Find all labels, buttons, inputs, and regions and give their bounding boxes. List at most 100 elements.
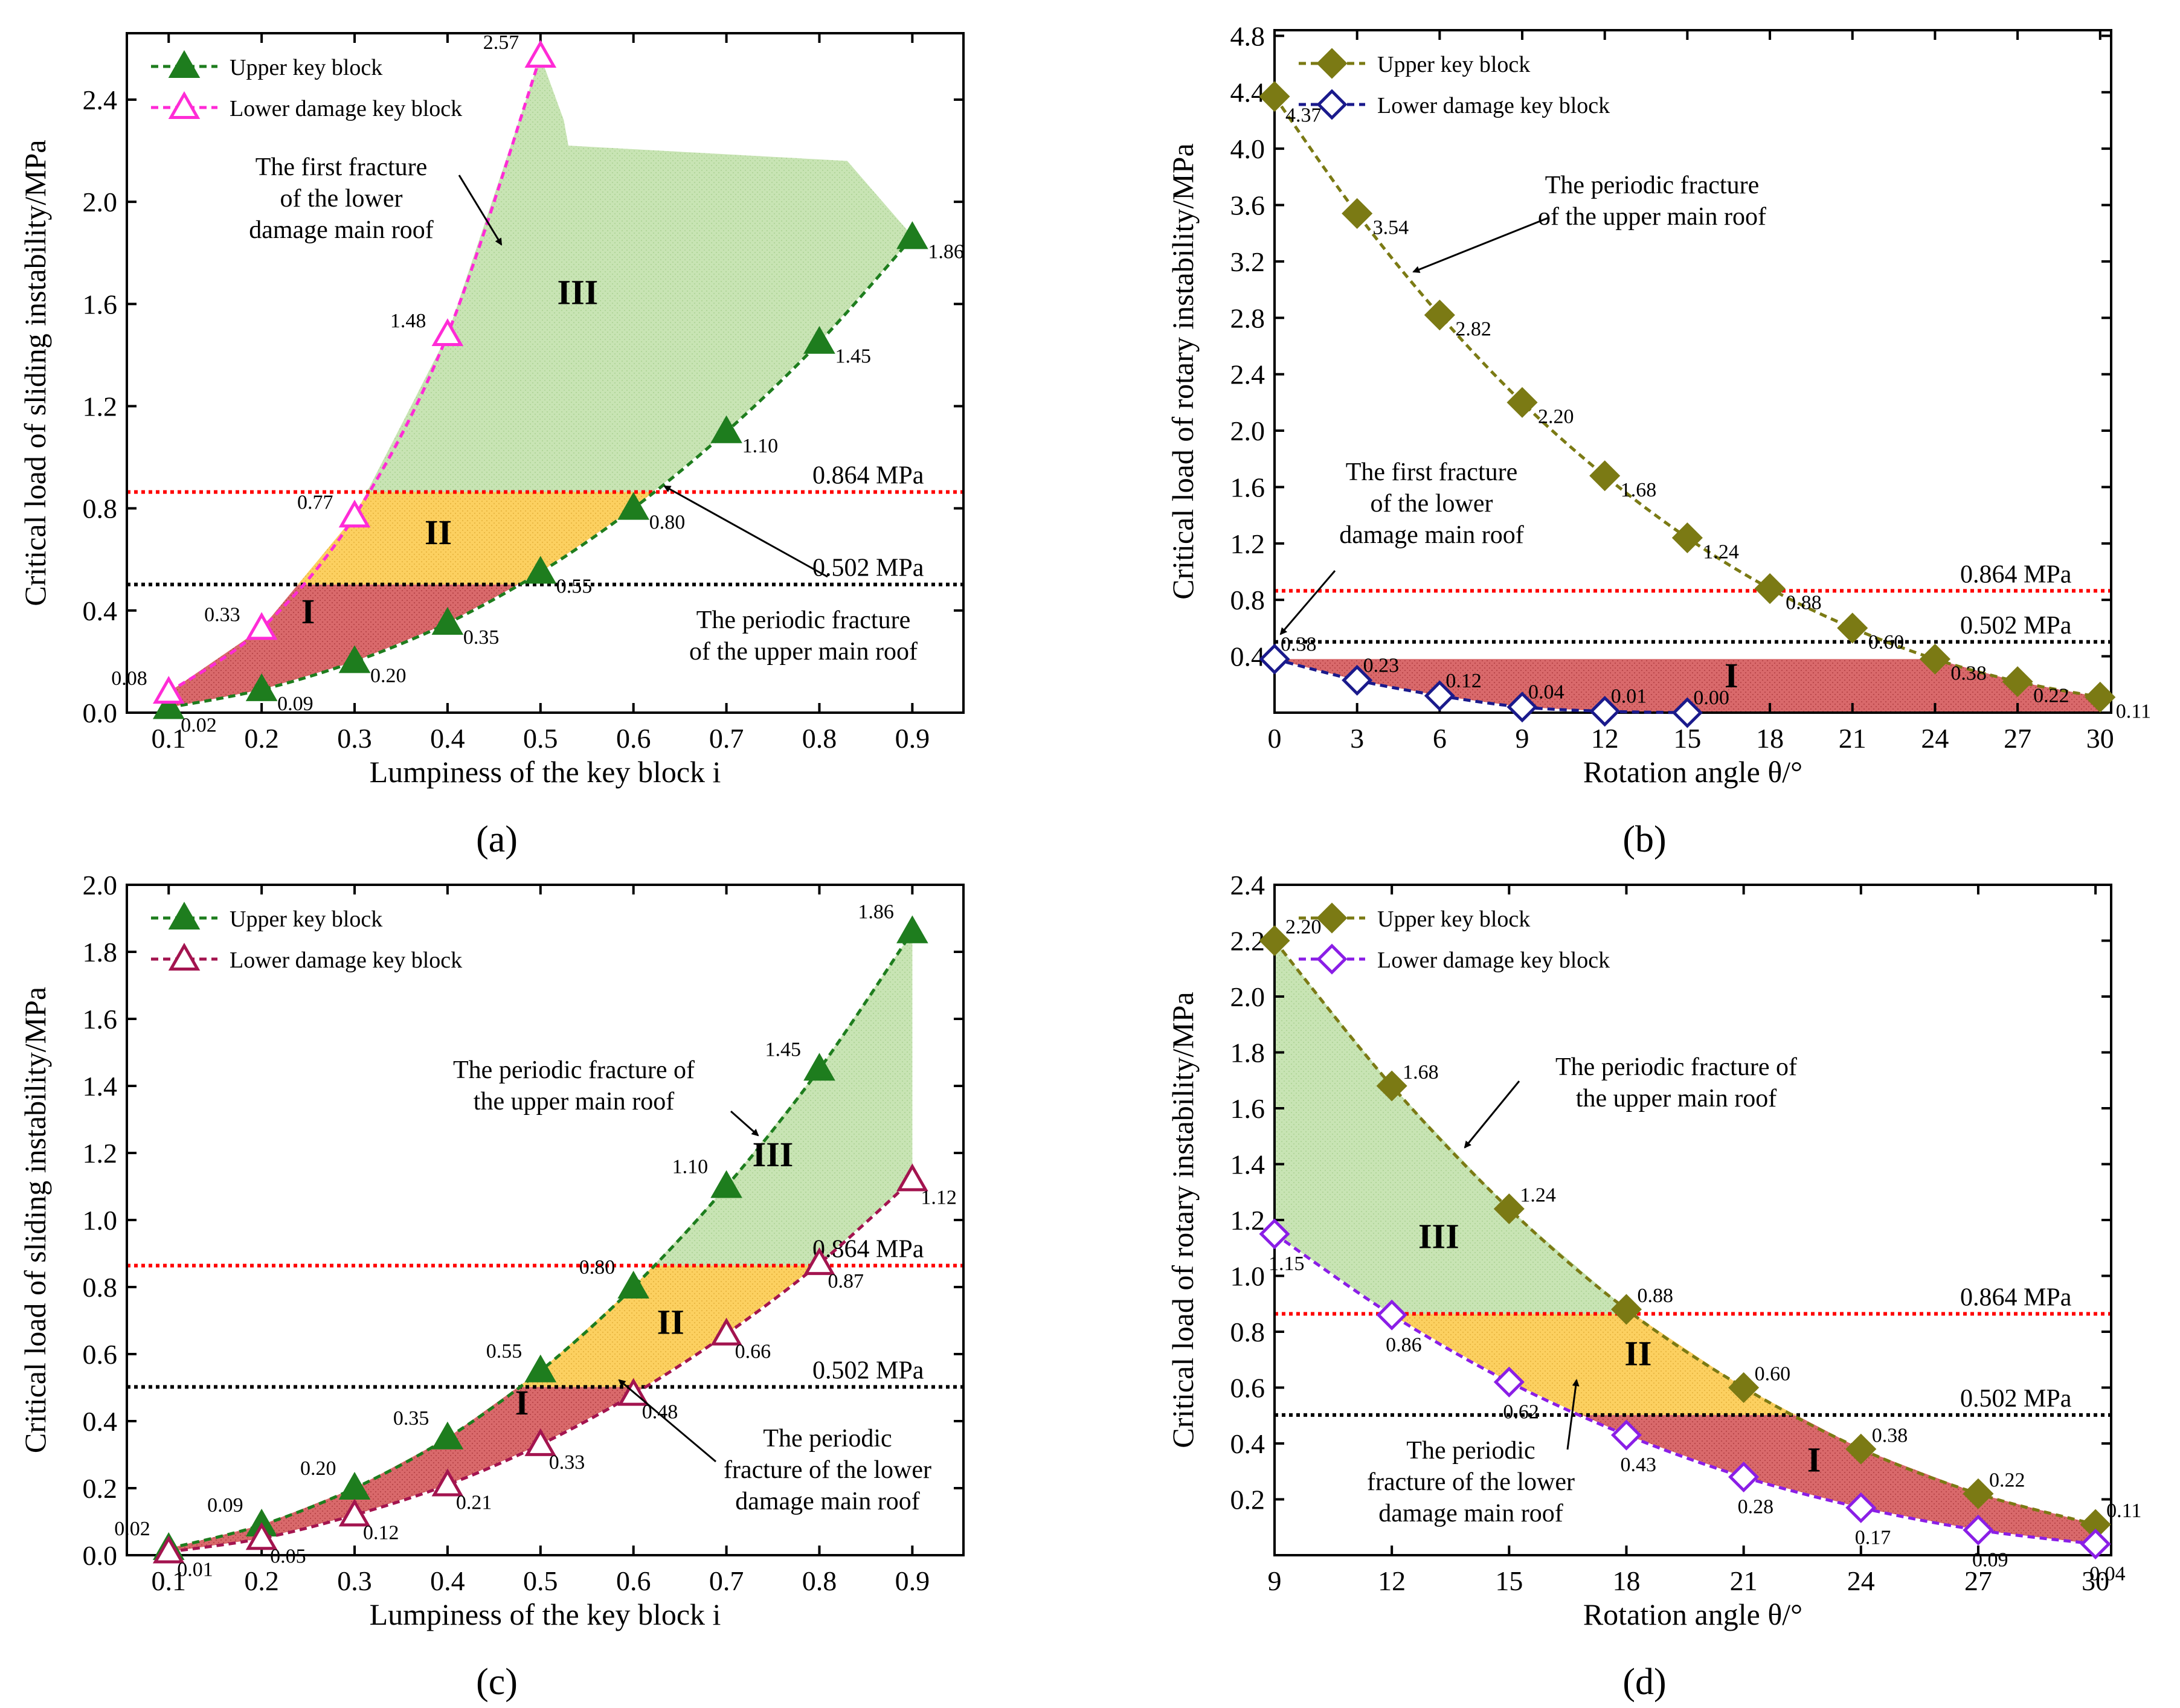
legend-label: Lower damage key block — [1377, 948, 1610, 973]
x-tick-label: 0.2 — [244, 1565, 279, 1596]
y-tick-label: 1.2 — [1230, 528, 1265, 559]
data-value-label: 1.24 — [1520, 1184, 1556, 1207]
x-tick-label: 0.7 — [709, 1565, 744, 1596]
lower-damage-key-block-point — [1963, 1514, 1994, 1546]
y-tick-label: 0.8 — [1230, 585, 1265, 615]
y-tick-label: 0.2 — [83, 1473, 118, 1504]
upper-key-block-point — [2002, 666, 2033, 698]
upper-key-block-line — [168, 931, 914, 1550]
upper-key-block-point — [245, 673, 278, 701]
y-tick-label: 1.0 — [1230, 1261, 1265, 1292]
y-tick-label: 1.6 — [1230, 1093, 1265, 1124]
x-tick-label: 3 — [1350, 723, 1364, 754]
x-tick-label: 0.2 — [244, 723, 279, 754]
data-value-label: 0.88 — [1786, 592, 1822, 614]
upper-key-block-point — [431, 1421, 464, 1450]
annotation-arrow — [663, 485, 828, 578]
region-label-I: I — [515, 1383, 529, 1422]
y-tick-label: 0.4 — [83, 596, 118, 626]
upper-key-block-point — [1424, 300, 1455, 331]
y-tick-label: 1.6 — [83, 1004, 118, 1035]
annotation-text: The first fracture — [256, 153, 428, 181]
data-value-label: 0.05 — [270, 1545, 306, 1567]
lower-damage-key-block-point — [2080, 1528, 2111, 1560]
data-value-label: 0.21 — [456, 1491, 492, 1514]
data-value-label: 0.66 — [735, 1341, 771, 1363]
chart-panel-a: 0.864 MPa 0.502 MPa 0.1 0.2 0.3 0.4 0.5 0.6 0.7 0… — [18, 31, 965, 860]
legend-label: Upper key block — [230, 907, 382, 932]
data-value-label: 1.10 — [742, 435, 779, 457]
y-tick-label: 2.0 — [1230, 416, 1265, 446]
panel-label: (d) — [1622, 1661, 1666, 1703]
legend-marker — [1316, 902, 1348, 934]
region-label-III: III — [1418, 1216, 1459, 1256]
legend-label: Lower damage key block — [230, 96, 462, 121]
data-value-label: 0.80 — [579, 1256, 616, 1279]
annotation-text: The periodic — [763, 1425, 892, 1453]
annotation-text: The periodic — [1406, 1437, 1535, 1465]
upper-key-block-point — [710, 415, 742, 443]
region-label-I: I — [301, 592, 315, 631]
annotation-text: of the upper main roof — [1538, 203, 1766, 231]
y-tick-label: 4.8 — [1230, 21, 1265, 51]
x-tick-label: 15 — [1495, 1565, 1523, 1596]
lower-damage-key-block-point — [710, 1317, 742, 1346]
lower-damage-key-block-point — [1728, 1461, 1760, 1493]
annotation-text: damage main roof — [249, 216, 434, 244]
region-label-I: I — [1725, 656, 1738, 695]
data-value-label: 0.04 — [2089, 1563, 2126, 1585]
y-tick-label: 3.6 — [1230, 190, 1265, 221]
data-value-label: 0.09 — [277, 693, 313, 715]
data-value-label: 0.02 — [114, 1518, 150, 1540]
x-tick-label: 0.6 — [616, 1565, 651, 1596]
x-tick-label: 9 — [1268, 1565, 1282, 1596]
y-tick-label: 0.4 — [1230, 641, 1265, 672]
data-value-label: 1.10 — [672, 1156, 709, 1178]
annotation-text: damage main roof — [735, 1488, 920, 1515]
y-tick-label: 2.4 — [1230, 870, 1265, 901]
lower-damage-key-block-point — [245, 612, 278, 640]
x-tick-label: 18 — [1756, 723, 1784, 754]
data-value-label: 0.87 — [828, 1270, 864, 1292]
legend-marker — [168, 942, 201, 971]
lower-damage-key-block-point — [1259, 1218, 1290, 1250]
lower-damage-key-block-point — [245, 1522, 278, 1550]
y-tick-label: 2.2 — [1230, 926, 1265, 957]
threshold-label: 0.864 MPa — [812, 462, 924, 490]
upper-key-block-point — [1728, 1372, 1760, 1404]
upper-key-block-point — [2085, 681, 2116, 713]
x-tick-label: 24 — [1921, 723, 1949, 754]
legend-marker — [168, 901, 201, 929]
annotation-text: damage main roof — [1339, 521, 1524, 549]
region-I-fill — [1275, 1414, 2096, 1544]
lower-damage-key-block-point — [1376, 1299, 1407, 1331]
lower-damage-key-block-point — [1493, 1366, 1525, 1398]
legend-label: Lower damage key block — [230, 948, 462, 973]
data-value-label: 0.12 — [1445, 670, 1482, 692]
legend-label: Upper key block — [1377, 907, 1530, 932]
annotation-text: The first fracture — [1346, 458, 1518, 486]
data-value-label: 1.68 — [1621, 479, 1657, 501]
annotation-text: The periodic fracture of — [1555, 1053, 1797, 1081]
y-tick-label: 2.4 — [83, 85, 118, 115]
lower-damage-key-block-point — [152, 1535, 185, 1564]
y-tick-label: 4.4 — [1230, 77, 1265, 108]
annotation-text: the upper main roof — [474, 1088, 674, 1116]
upper-key-block-point — [803, 326, 835, 354]
data-value-label: 0.33 — [549, 1451, 585, 1474]
data-value-label: 0.43 — [1620, 1454, 1656, 1476]
x-tick-label: 0.9 — [895, 1565, 930, 1596]
data-value-label: 0.80 — [649, 512, 686, 534]
region-label-I: I — [1807, 1440, 1821, 1479]
data-value-label: 0.33 — [204, 603, 240, 626]
y-tick-label: 0.0 — [83, 698, 118, 728]
region-label-II: II — [1624, 1334, 1651, 1373]
data-value-label: 0.20 — [300, 1457, 336, 1480]
data-value-label: 1.45 — [765, 1038, 801, 1061]
threshold-label: 0.502 MPa — [812, 1356, 924, 1384]
data-value-label: 0.86 — [1386, 1334, 1422, 1356]
lower-damage-key-block-point — [1342, 664, 1373, 696]
region-II-fill — [1275, 1314, 2096, 1415]
data-value-label: 0.11 — [2106, 1500, 2141, 1522]
